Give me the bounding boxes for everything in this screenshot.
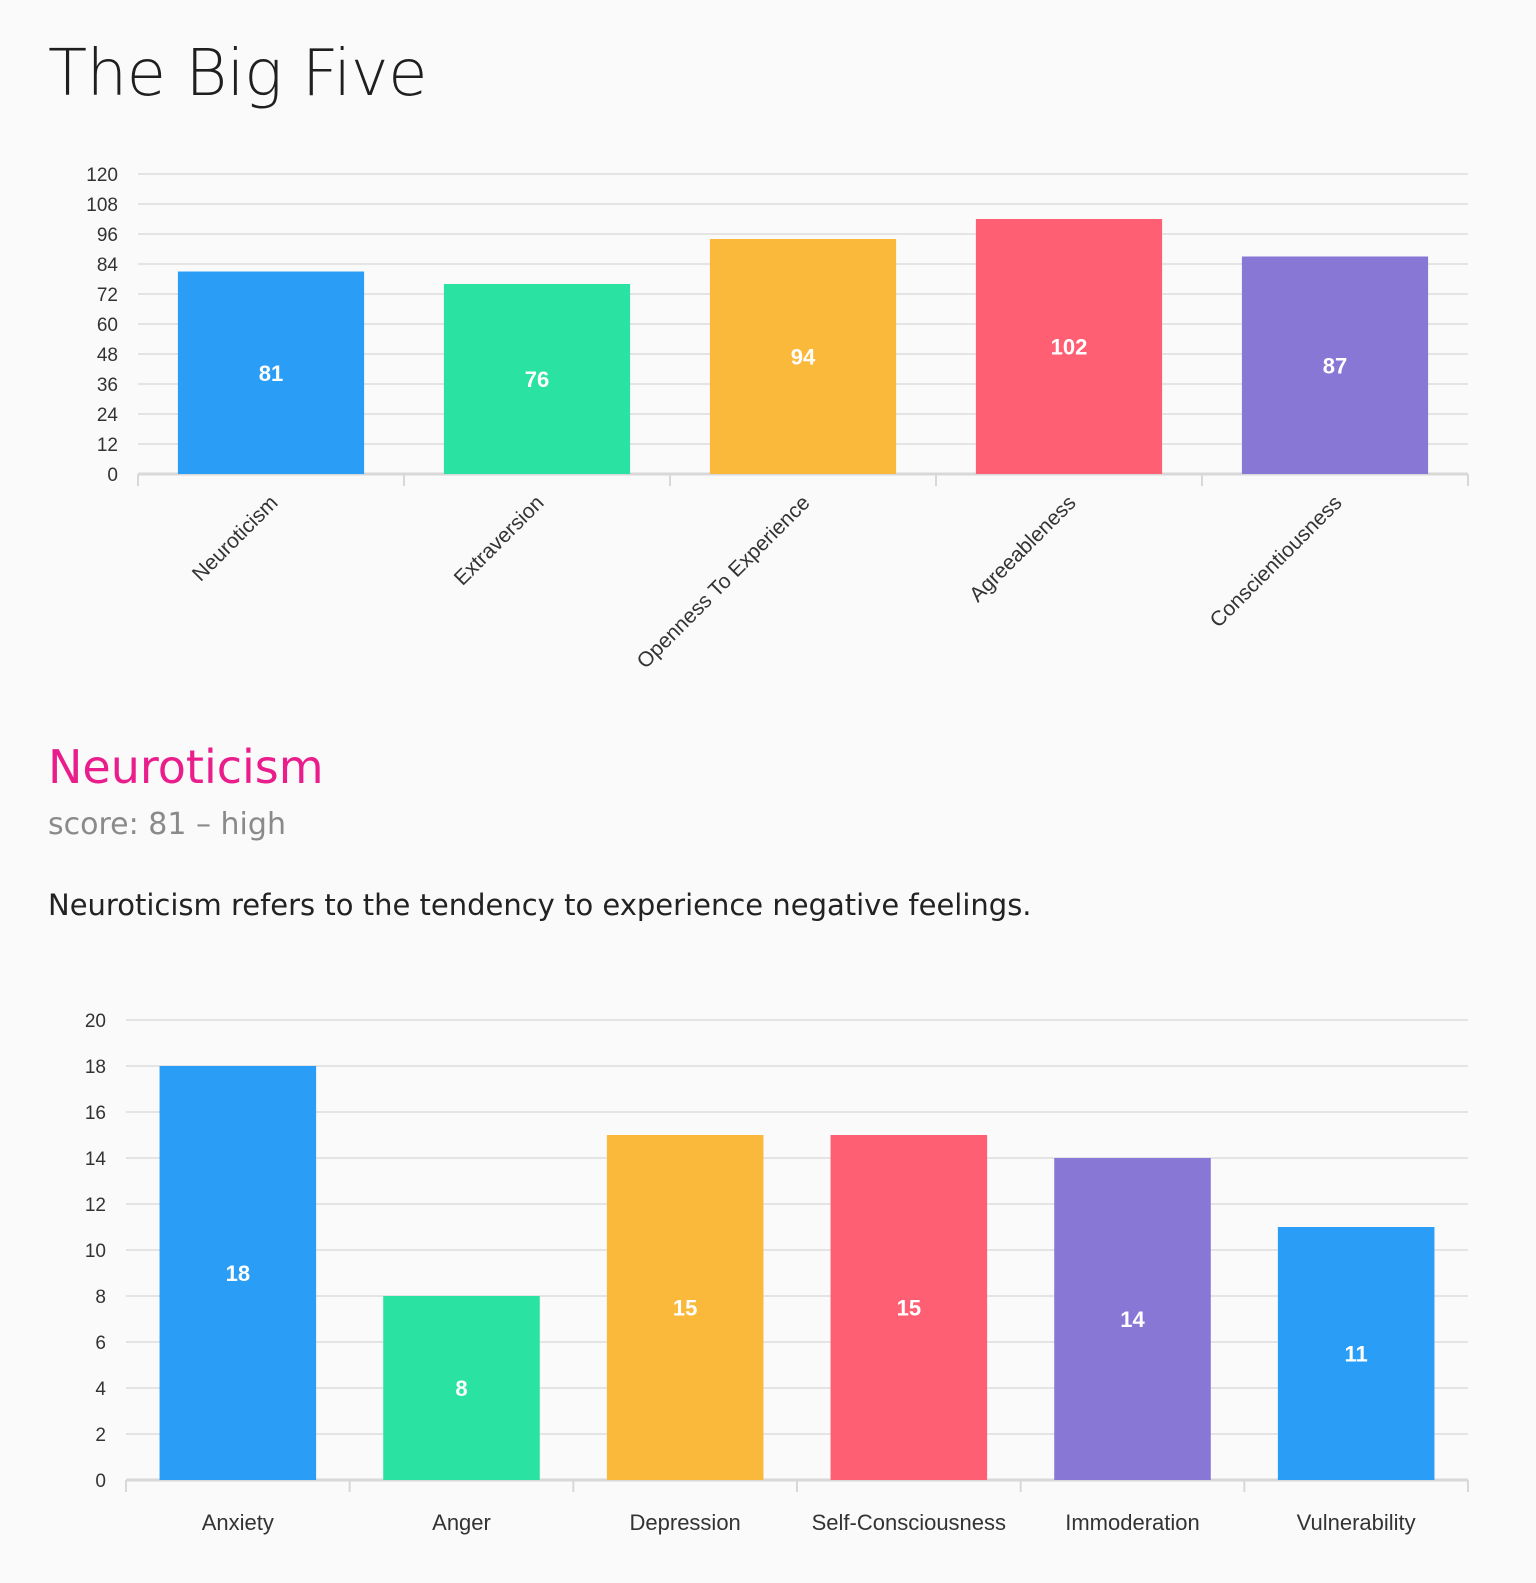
bar bbox=[709, 239, 897, 474]
score-separator: – bbox=[196, 807, 211, 842]
data-label: 14 bbox=[1120, 1307, 1145, 1332]
y-tick-label: 18 bbox=[85, 1057, 106, 1078]
data-label: 81 bbox=[259, 361, 283, 386]
y-tick-label: 8 bbox=[95, 1287, 106, 1308]
score-line: score: 81 – high bbox=[48, 804, 286, 846]
x-category-label: Self-Consciousness bbox=[812, 1510, 1006, 1535]
bar bbox=[1241, 256, 1429, 474]
score-value: 81 bbox=[148, 807, 187, 842]
bar bbox=[975, 219, 1163, 474]
y-tick-label: 120 bbox=[86, 165, 118, 186]
neuroticism-facets-chart: 0 2 4 6 8 10 12 14 16 18 20 18 Anxiety 8 Anger 15 Depres… bbox=[85, 1011, 1469, 1535]
x-category-label: Anger bbox=[432, 1510, 491, 1535]
y-tick-label: 60 bbox=[97, 315, 118, 336]
data-label: 18 bbox=[226, 1261, 250, 1286]
x-category-label: Vulnerability bbox=[1297, 1510, 1416, 1535]
big-five-chart: 0 12 24 36 48 60 72 84 96 108 120 81 Neuroticism 76 Ex… bbox=[86, 165, 1469, 673]
bar bbox=[830, 1135, 988, 1480]
y-tick-label: 24 bbox=[97, 405, 119, 426]
x-category-label: Depression bbox=[630, 1510, 741, 1535]
x-category-label: Conscientiousness bbox=[1206, 491, 1347, 632]
y-tick-label: 12 bbox=[97, 435, 118, 456]
data-label: 15 bbox=[673, 1296, 697, 1321]
y-tick-label: 14 bbox=[85, 1149, 107, 1170]
bar bbox=[383, 1296, 540, 1480]
bar bbox=[606, 1135, 764, 1480]
data-label: 94 bbox=[791, 345, 816, 370]
y-tick-label: 4 bbox=[95, 1379, 106, 1400]
data-label: 87 bbox=[1323, 353, 1347, 378]
bar bbox=[1054, 1158, 1211, 1480]
bar bbox=[177, 271, 365, 474]
y-tick-label: 2 bbox=[95, 1425, 106, 1446]
score-prefix: score: bbox=[48, 807, 139, 842]
y-tick-label: 108 bbox=[86, 195, 118, 216]
bar bbox=[443, 284, 631, 474]
x-category-label: Immoderation bbox=[1065, 1510, 1200, 1535]
y-tick-label: 20 bbox=[85, 1011, 106, 1032]
page-title: The Big Five bbox=[48, 37, 428, 111]
y-tick-label: 72 bbox=[97, 285, 118, 306]
y-tick-label: 48 bbox=[97, 345, 118, 366]
bar bbox=[159, 1066, 317, 1480]
x-category-label: Neuroticism bbox=[188, 491, 283, 586]
section-description: Neuroticism refers to the tendency to ex… bbox=[48, 888, 1032, 922]
y-tick-label: 84 bbox=[97, 255, 119, 276]
y-tick-label: 96 bbox=[97, 225, 118, 246]
x-category-label: Agreeableness bbox=[965, 491, 1080, 606]
y-tick-label: 10 bbox=[85, 1241, 106, 1262]
section-title: Neuroticism bbox=[48, 740, 324, 794]
y-tick-label: 6 bbox=[95, 1333, 106, 1354]
x-category-label: Anxiety bbox=[202, 1510, 274, 1535]
data-label: 76 bbox=[525, 367, 549, 392]
data-label: 11 bbox=[1345, 1342, 1368, 1367]
data-label: 15 bbox=[897, 1296, 921, 1321]
data-label: 102 bbox=[1051, 335, 1088, 360]
y-tick-label: 36 bbox=[97, 375, 118, 396]
x-category-label: Openness To Experience bbox=[633, 491, 815, 673]
score-level: high bbox=[220, 807, 286, 842]
y-tick-label: 0 bbox=[107, 465, 118, 486]
x-category-label: Extraversion bbox=[450, 491, 549, 590]
y-tick-label: 16 bbox=[85, 1103, 106, 1124]
y-tick-label: 12 bbox=[85, 1195, 106, 1216]
y-tick-label: 0 bbox=[95, 1471, 106, 1492]
data-label: 8 bbox=[455, 1376, 467, 1401]
bar bbox=[1277, 1227, 1435, 1480]
